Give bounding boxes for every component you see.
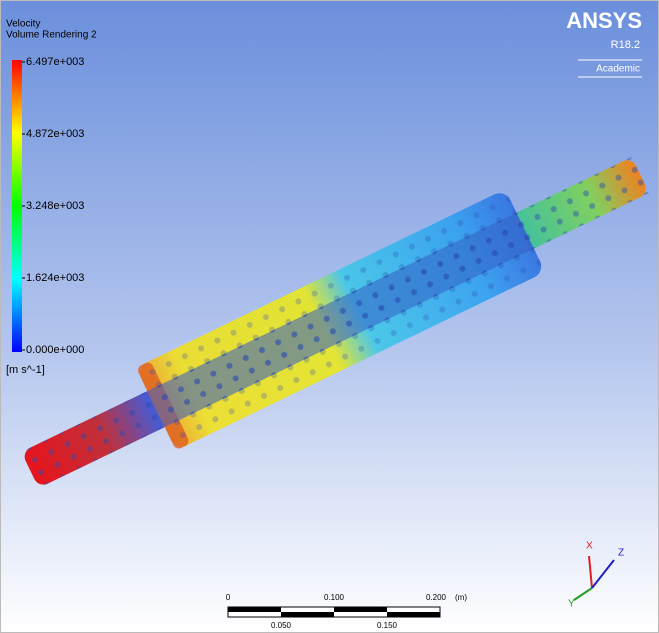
viewport: Velocity Volume Rendering 2 6.497e+003 4.…: [0, 0, 659, 633]
scale-bar-segment: [228, 607, 281, 612]
scale-unit: (m): [455, 593, 467, 602]
legend-label: 0.000e+000: [26, 344, 84, 356]
scale-label: 0: [226, 593, 231, 602]
logo-release: R18.2: [611, 39, 640, 51]
legend-object: Volume Rendering 2: [6, 30, 97, 41]
legend-label: 4.872e+003: [26, 128, 84, 140]
scale-bar-segment: [387, 612, 440, 617]
legend-unit: [m s^-1]: [6, 364, 45, 376]
legend-label: 6.497e+003: [26, 56, 84, 68]
logo-license: Academic: [596, 64, 640, 75]
scale-bar-segment: [334, 607, 387, 612]
color-bar: [12, 60, 22, 352]
triad-y-label: Y: [568, 599, 575, 610]
scale-label: 0.150: [377, 621, 398, 630]
legend-label: 3.248e+003: [26, 200, 84, 212]
triad-z-label: Z: [618, 548, 624, 559]
logo-brand: ANSYS: [566, 8, 642, 33]
legend-variable: Velocity: [6, 19, 40, 30]
scale-label: 0.100: [324, 593, 345, 602]
scale-label: 0.050: [271, 621, 292, 630]
legend-label: 1.624e+003: [26, 272, 84, 284]
triad-x-label: X: [586, 541, 593, 552]
scale-label: 0.200: [426, 593, 447, 602]
scale-bar-segment: [281, 612, 334, 617]
